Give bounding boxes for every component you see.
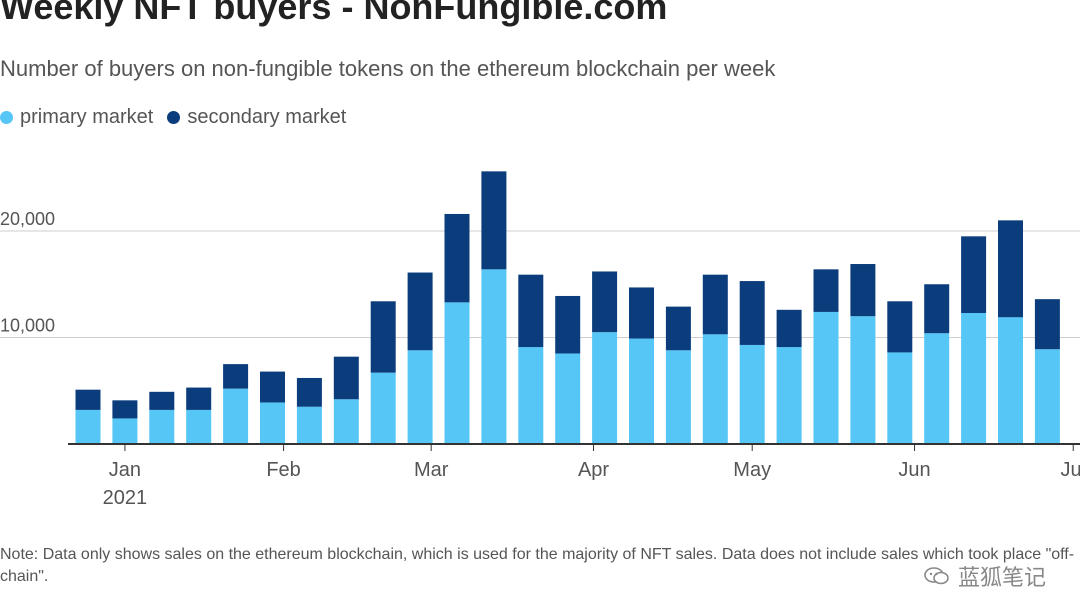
bar-primary-market [924,333,950,444]
x-tick-label: Mar [414,459,449,481]
x-tick-label: Jan [109,459,141,481]
bar-secondary-market [296,377,322,407]
footnote: Note: Data only shows sales on the ether… [0,546,1075,585]
legend-label-primary: primary market [20,106,154,128]
x-tick-sublabel: 2021 [103,487,148,509]
bar-primary-market [961,313,987,444]
bar-secondary-market [444,213,470,303]
bar-secondary-market [998,220,1023,318]
legend-label-secondary: secondary market [187,106,347,128]
bar-primary-market [555,353,581,444]
legend-item-secondary: secondary market [167,106,346,129]
bar-secondary-market [702,274,728,335]
bar-secondary-market [555,295,581,354]
y-tick-label: 20,000 [0,209,55,229]
bar-secondary-market [887,301,913,353]
bar-primary-market [998,317,1023,444]
bar-primary-market [444,302,470,444]
bar-secondary-market [961,236,987,314]
bar-secondary-market [481,171,507,270]
bar-secondary-market [75,389,101,410]
chart-title: Weekly NFT buyers - NonFungible.com [0,0,668,27]
bar-secondary-market [223,364,249,389]
bar-primary-market [739,344,765,444]
bar-secondary-market [407,272,433,351]
watermark: 蓝狐笔记 [924,560,1046,592]
bar-primary-market [518,347,544,444]
bar-primary-market [776,347,802,444]
x-tick-label: Feb [266,459,300,481]
bar-secondary-market [149,391,175,410]
stacked-bar-chart: 10,000 20,000 Jan 2021 Feb Mar Apr May Jun Jul [0,171,1080,509]
bar-secondary-market [1034,299,1060,350]
bar-secondary-market [592,271,618,333]
bar-primary-market [1034,349,1060,444]
y-tick-label: 10,000 [0,316,55,336]
bar-secondary-market [776,309,802,348]
x-tick-label: May [733,459,771,481]
bar-primary-market [149,409,175,444]
bar-secondary-market [518,274,544,348]
bar-secondary-market [665,306,691,351]
bar-primary-market [75,409,101,444]
bar-primary-market [629,338,654,444]
x-tick-label: Apr [578,459,609,481]
bar-secondary-market [260,371,285,403]
bar-primary-market [407,350,433,444]
bar-primary-market [260,402,285,444]
x-tick-label: Jun [898,459,930,481]
bar-secondary-market [813,269,839,312]
watermark-text: 蓝狐笔记 [957,565,1046,590]
legend-swatch-secondary [167,111,181,124]
bar-primary-market [333,399,359,444]
bar-primary-market [223,388,249,444]
legend-swatch-primary [0,111,13,124]
bar-secondary-market [739,281,765,345]
bar-primary-market [813,311,839,444]
bar-secondary-market [333,356,359,400]
bar-primary-market [186,409,212,444]
bar-secondary-market [924,284,950,334]
bar-secondary-market [186,387,212,410]
bar-primary-market [887,352,913,444]
bar-primary-market [702,334,728,444]
legend: primary market secondary market [0,106,360,129]
bar-primary-market [370,372,396,444]
wechat-icon [924,567,949,585]
bar-secondary-market [112,400,138,419]
x-tick-label: Jul [1060,459,1080,481]
bar-primary-market [481,269,507,444]
bar-secondary-market [370,301,396,373]
legend-item-primary: primary market [0,106,153,129]
chart-subtitle: Number of buyers on non-fungible tokens … [0,56,776,81]
bar-primary-market [592,332,618,444]
bar-primary-market [665,350,691,444]
bar-secondary-market [850,264,876,317]
bar-secondary-market [629,287,654,339]
bar-primary-market [296,406,322,444]
bar-primary-market [850,316,876,444]
bar-primary-market [112,418,138,444]
